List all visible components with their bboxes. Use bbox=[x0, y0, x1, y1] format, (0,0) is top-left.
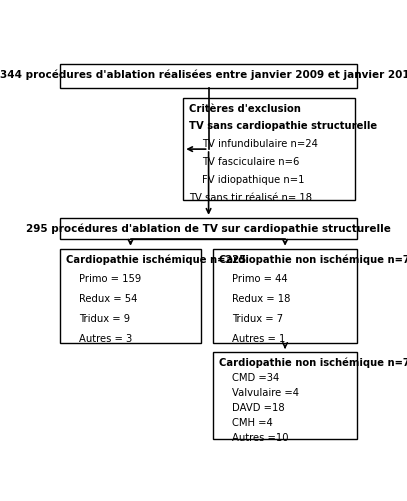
Text: FV idiopathique n=1: FV idiopathique n=1 bbox=[201, 174, 304, 184]
Text: 344 procédures d'ablation réalisées entre janvier 2009 et janvier 2019: 344 procédures d'ablation réalisées entr… bbox=[0, 70, 407, 80]
Text: Autres = 1: Autres = 1 bbox=[232, 333, 285, 343]
Text: TV infundibulaire n=24: TV infundibulaire n=24 bbox=[201, 139, 317, 149]
Text: CMD =34: CMD =34 bbox=[232, 372, 279, 382]
FancyBboxPatch shape bbox=[183, 99, 355, 201]
FancyBboxPatch shape bbox=[60, 65, 357, 89]
Text: Tridux = 7: Tridux = 7 bbox=[232, 314, 283, 324]
Text: Redux = 18: Redux = 18 bbox=[232, 294, 290, 304]
Text: Redux = 54: Redux = 54 bbox=[79, 294, 137, 304]
FancyBboxPatch shape bbox=[60, 218, 357, 239]
Text: CMH =4: CMH =4 bbox=[232, 417, 272, 427]
Text: Cardiopathie ischémique n=225: Cardiopathie ischémique n=225 bbox=[66, 254, 246, 264]
FancyBboxPatch shape bbox=[213, 249, 357, 344]
Text: TV sans cardiopathie structurelle: TV sans cardiopathie structurelle bbox=[189, 121, 377, 131]
Text: Valvulaire =4: Valvulaire =4 bbox=[232, 387, 299, 397]
Text: TV sans tir réalisé n= 18: TV sans tir réalisé n= 18 bbox=[189, 192, 312, 202]
Text: 295 procédures d'ablation de TV sur cardiopathie structurelle: 295 procédures d'ablation de TV sur card… bbox=[26, 223, 391, 233]
FancyBboxPatch shape bbox=[60, 249, 201, 344]
Text: Critères d'exclusion: Critères d'exclusion bbox=[189, 103, 301, 113]
Text: Autres =10: Autres =10 bbox=[232, 432, 288, 442]
Text: DAVD =18: DAVD =18 bbox=[232, 402, 284, 412]
Text: TV fasciculaire n=6: TV fasciculaire n=6 bbox=[201, 157, 299, 167]
Text: Cardiopathie non ischémique n=70: Cardiopathie non ischémique n=70 bbox=[219, 357, 407, 367]
FancyBboxPatch shape bbox=[213, 352, 357, 439]
Text: Cardiopathie non ischémique n=70: Cardiopathie non ischémique n=70 bbox=[219, 254, 407, 264]
Text: Primo = 44: Primo = 44 bbox=[232, 274, 287, 284]
Text: Tridux = 9: Tridux = 9 bbox=[79, 314, 130, 324]
Text: Autres = 3: Autres = 3 bbox=[79, 333, 132, 343]
Text: Primo = 159: Primo = 159 bbox=[79, 274, 141, 284]
